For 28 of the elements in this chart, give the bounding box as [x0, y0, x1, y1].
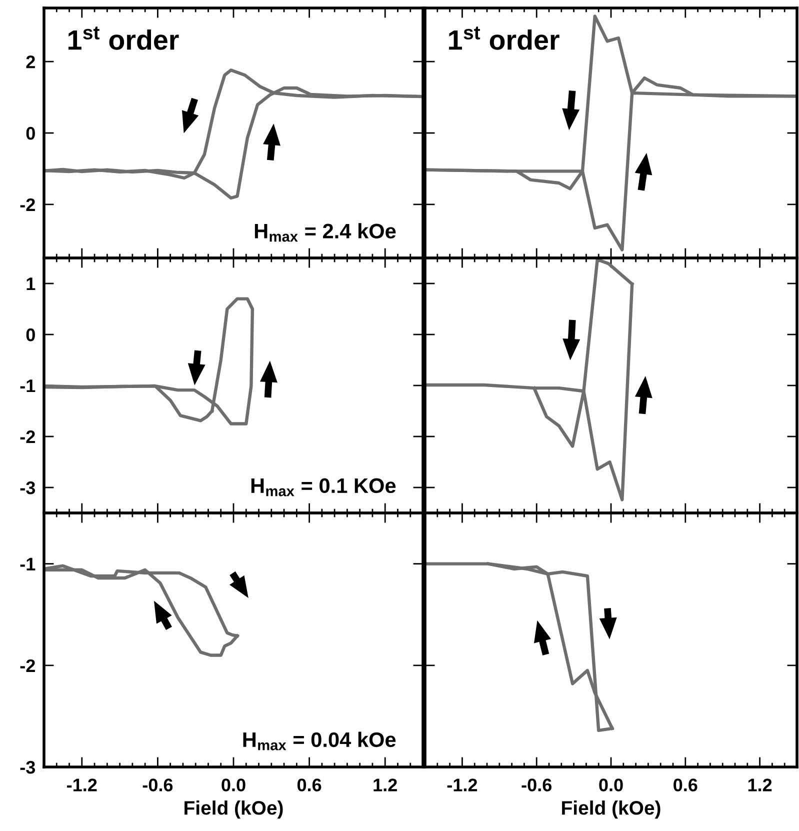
text: 1$^{st}$ order	[68, 26, 179, 50]
x-tick-label: 0.0	[599, 778, 623, 792]
x-tick-label: 1.2	[748, 778, 772, 792]
x-tick-label: -1.2	[447, 778, 478, 792]
y-tick-label: 2	[26, 56, 35, 68]
x-tick-label: 0.0	[222, 778, 246, 792]
x-axis-title: Field (kOe)	[562, 800, 660, 819]
y-tick-label: -2	[20, 198, 35, 211]
y-tick-label: -3	[20, 760, 36, 774]
y-tick-label: -2	[20, 659, 35, 672]
x-tick-label: 1.2	[374, 778, 397, 792]
x-tick-label: -0.6	[522, 778, 552, 792]
text: 1$^{st}$ order	[449, 26, 560, 50]
annotation: H$_{max}$ = 2.4 kOe	[254, 223, 396, 242]
y-tick-label: -2	[20, 430, 35, 444]
x-tick-label: -0.6	[142, 778, 173, 792]
x-tick-label: -1.2	[67, 778, 97, 792]
y-tick-label: -3	[20, 481, 36, 494]
annotation: H$_{max}$ = 0.04 kOe	[243, 732, 396, 750]
y-tick-label: 0	[26, 126, 35, 140]
x-tick-label: 0.6	[674, 778, 698, 792]
y-tick-label: 1	[26, 278, 36, 290]
x-axis-title: Field (kOe)	[184, 800, 283, 819]
annotation: H$_{max}$ = 0.1 KOe	[251, 478, 396, 496]
y-tick-label: 0	[26, 328, 35, 342]
y-tick-label: -1	[20, 380, 36, 392]
y-tick-label: -1	[20, 558, 36, 570]
x-tick-label: 0.6	[297, 778, 322, 792]
